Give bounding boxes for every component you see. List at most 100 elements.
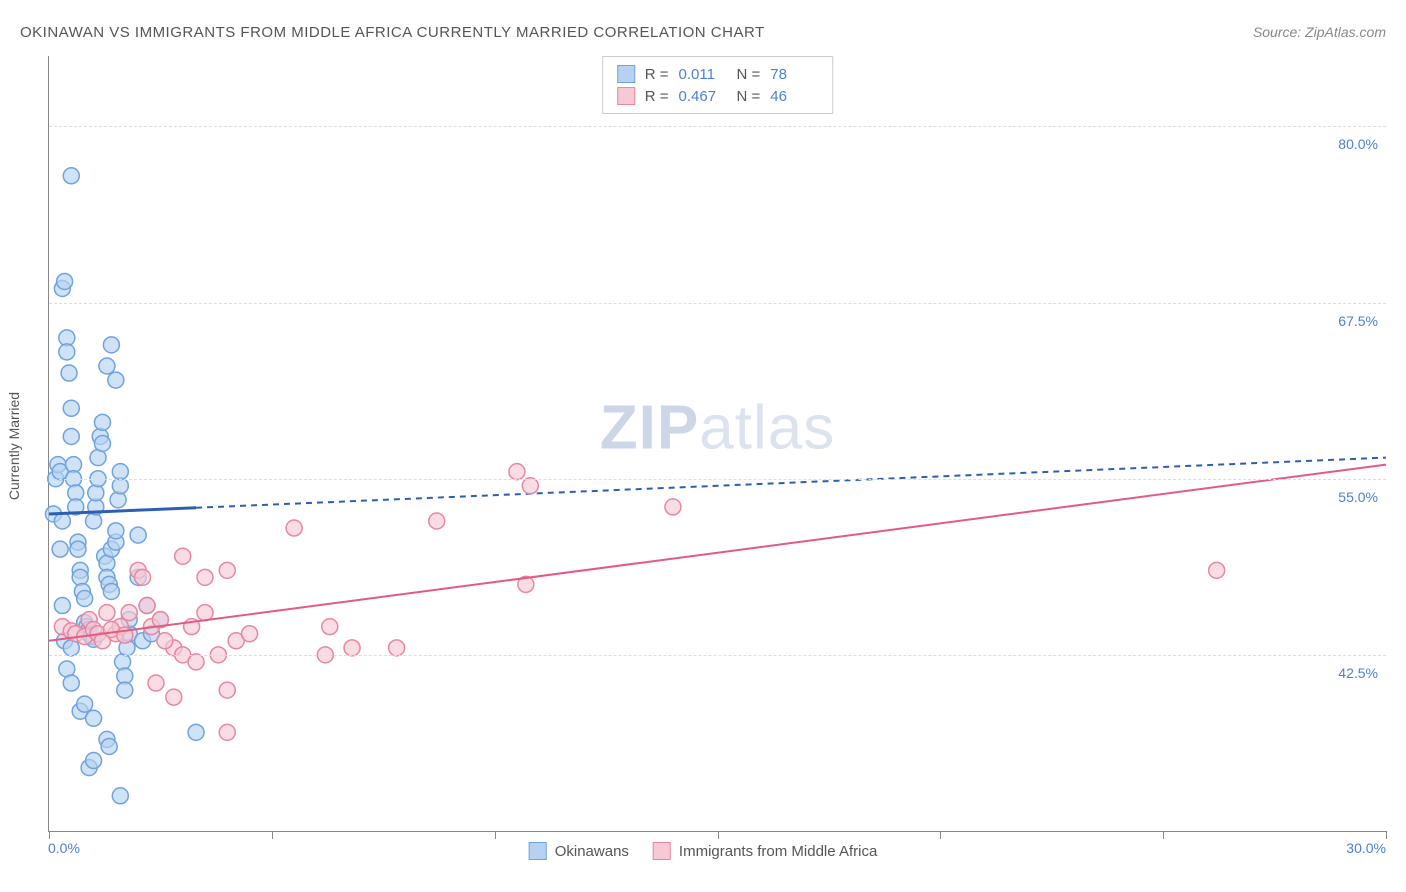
stats-legend-box: R = 0.011 N = 78 R = 0.467 N = 46	[602, 56, 834, 114]
scatter-point	[112, 788, 128, 804]
scatter-point	[509, 464, 525, 480]
scatter-point	[175, 548, 191, 564]
scatter-point	[157, 633, 173, 649]
scatter-point	[59, 344, 75, 360]
n-label: N =	[737, 66, 761, 83]
y-tick-label: 55.0%	[1338, 489, 1378, 505]
scatter-point	[117, 682, 133, 698]
scatter-point	[429, 513, 445, 529]
regression-line	[49, 465, 1386, 641]
scatter-point	[70, 541, 86, 557]
x-tick	[940, 831, 941, 839]
plot-area: ZIPatlas R = 0.011 N = 78 R = 0.467 N = …	[48, 56, 1386, 832]
scatter-point	[63, 675, 79, 691]
scatter-point	[52, 541, 68, 557]
scatter-point	[130, 527, 146, 543]
r-value: 0.467	[679, 88, 727, 105]
legend-item-1: Immigrants from Middle Africa	[653, 842, 877, 860]
x-tick	[1386, 831, 1387, 839]
y-tick-label: 80.0%	[1338, 136, 1378, 152]
scatter-point	[99, 605, 115, 621]
plot-svg	[49, 56, 1386, 831]
gridline	[49, 126, 1386, 127]
scatter-point	[86, 710, 102, 726]
n-value: 78	[770, 66, 818, 83]
chart-title: OKINAWAN VS IMMIGRANTS FROM MIDDLE AFRIC…	[20, 24, 765, 41]
gridline	[49, 655, 1386, 656]
scatter-point	[139, 598, 155, 614]
scatter-point	[197, 605, 213, 621]
scatter-point	[103, 337, 119, 353]
n-value: 46	[770, 88, 818, 105]
scatter-point	[72, 569, 88, 585]
scatter-point	[61, 365, 77, 381]
correlation-chart: OKINAWAN VS IMMIGRANTS FROM MIDDLE AFRIC…	[0, 0, 1406, 892]
series-swatch-icon	[617, 65, 635, 83]
stats-row-series-1: R = 0.467 N = 46	[617, 85, 819, 107]
y-tick-label: 42.5%	[1338, 665, 1378, 681]
x-tick	[495, 831, 496, 839]
scatter-point	[101, 738, 117, 754]
scatter-point	[54, 598, 70, 614]
scatter-point	[77, 696, 93, 712]
gridline	[49, 479, 1386, 480]
scatter-point	[86, 513, 102, 529]
gridline	[49, 303, 1386, 304]
scatter-point	[665, 499, 681, 515]
legend-label: Okinawans	[555, 843, 629, 860]
bottom-legend: Okinawans Immigrants from Middle Africa	[529, 842, 878, 860]
r-label: R =	[645, 66, 669, 83]
scatter-point	[286, 520, 302, 536]
scatter-point	[219, 562, 235, 578]
scatter-point	[99, 358, 115, 374]
x-tick	[272, 831, 273, 839]
legend-item-0: Okinawans	[529, 842, 629, 860]
scatter-point	[94, 414, 110, 430]
scatter-point	[148, 675, 164, 691]
scatter-point	[110, 492, 126, 508]
legend-swatch-icon	[653, 842, 671, 860]
scatter-point	[94, 436, 110, 452]
scatter-point	[242, 626, 258, 642]
chart-source: Source: ZipAtlas.com	[1253, 24, 1386, 40]
scatter-point	[522, 478, 538, 494]
stats-row-series-0: R = 0.011 N = 78	[617, 63, 819, 85]
scatter-point	[57, 273, 73, 289]
scatter-point	[389, 640, 405, 656]
x-tick-label-max: 30.0%	[1346, 840, 1386, 856]
scatter-point	[88, 485, 104, 501]
scatter-point	[197, 569, 213, 585]
x-tick-label-min: 0.0%	[48, 840, 80, 856]
legend-label: Immigrants from Middle Africa	[679, 843, 877, 860]
scatter-point	[63, 168, 79, 184]
scatter-point	[63, 428, 79, 444]
scatter-point	[219, 724, 235, 740]
scatter-point	[219, 682, 235, 698]
scatter-point	[166, 689, 182, 705]
scatter-point	[322, 619, 338, 635]
scatter-point	[54, 513, 70, 529]
y-axis-label: Currently Married	[6, 392, 22, 500]
scatter-point	[108, 523, 124, 539]
scatter-point	[86, 753, 102, 769]
scatter-point	[112, 464, 128, 480]
scatter-point	[108, 372, 124, 388]
x-tick	[718, 831, 719, 839]
x-tick	[1163, 831, 1164, 839]
regression-line-dashed	[196, 458, 1386, 508]
scatter-point	[121, 605, 137, 621]
scatter-point	[1209, 562, 1225, 578]
legend-swatch-icon	[529, 842, 547, 860]
x-tick	[49, 831, 50, 839]
series-swatch-icon	[617, 87, 635, 105]
n-label: N =	[737, 88, 761, 105]
scatter-point	[135, 569, 151, 585]
scatter-point	[103, 583, 119, 599]
scatter-point	[77, 591, 93, 607]
scatter-point	[188, 724, 204, 740]
r-value: 0.011	[679, 66, 727, 83]
y-tick-label: 67.5%	[1338, 313, 1378, 329]
scatter-point	[63, 400, 79, 416]
scatter-point	[188, 654, 204, 670]
scatter-point	[344, 640, 360, 656]
